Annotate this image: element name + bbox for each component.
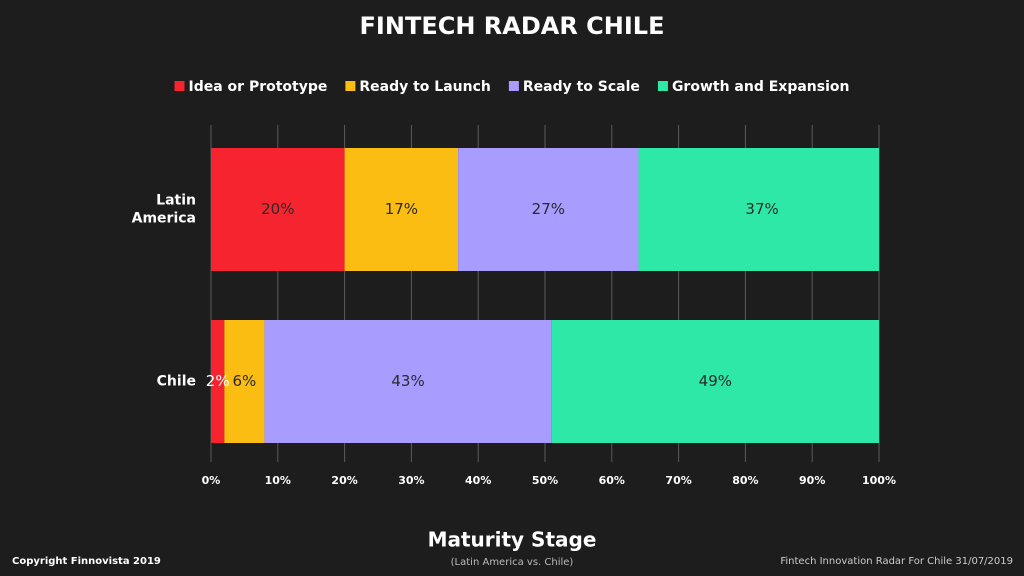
value-label: 2%: [206, 372, 230, 390]
bar-segment: [638, 148, 879, 271]
footer-right: Fintech Innovation Radar For Chile 31/07…: [780, 556, 1013, 567]
y-tick-label: Chile: [157, 374, 196, 390]
x-tick-label: 30%: [398, 474, 424, 487]
x-tick-label: 100%: [862, 474, 896, 487]
legend-swatch: [174, 81, 185, 91]
legend-swatch: [345, 81, 356, 91]
value-label: 20%: [261, 200, 294, 218]
chart-title: FINTECH RADAR CHILE: [360, 12, 665, 40]
bars: [211, 148, 879, 443]
x-tick-label: 70%: [665, 474, 691, 487]
x-tick-label: 20%: [331, 474, 357, 487]
value-label: 43%: [391, 372, 424, 390]
x-tick-label: 0%: [202, 474, 221, 487]
bar-segment: [211, 148, 345, 271]
y-tick-label: Latin America: [132, 193, 196, 227]
x-tick-label: 60%: [599, 474, 625, 487]
bar-segment: [211, 320, 225, 443]
footer-left: Copyright Finnovista 2019: [12, 556, 161, 567]
x-tick-label: 10%: [265, 474, 291, 487]
legend-label: Ready to Launch: [359, 79, 491, 95]
bar-segment: [344, 148, 459, 271]
value-label: 49%: [699, 372, 732, 390]
x-tick-label: 90%: [799, 474, 825, 487]
value-label: 17%: [385, 200, 418, 218]
value-label: 27%: [532, 200, 565, 218]
legend-label: Ready to Scale: [523, 79, 640, 95]
x-tick-label: 80%: [732, 474, 758, 487]
x-tick-label: 40%: [465, 474, 491, 487]
legend-swatch: [657, 81, 668, 91]
bar-segment: [264, 320, 552, 443]
x-tick-label: 50%: [532, 474, 558, 487]
x-axis-sublabel: (Latin America vs. Chile): [451, 557, 574, 568]
legend-label: Idea or Prototype: [189, 79, 328, 95]
bar-segment: [224, 320, 265, 443]
labels: 0% 10% 20% 30% 40% 50% 60% 70% 80% 90% 100% Latin Am…: [132, 193, 896, 488]
bar-segment: [551, 320, 879, 443]
legend-label: Growth and Expansion: [672, 79, 850, 95]
value-label: 37%: [745, 200, 778, 218]
value-label: 6%: [233, 372, 257, 390]
bar-segment: [458, 148, 639, 271]
legend-swatch: [508, 81, 519, 91]
x-axis-label: Maturity Stage: [428, 528, 597, 552]
legend: Idea or Prototype Ready to Launch Ready to…: [174, 79, 850, 95]
